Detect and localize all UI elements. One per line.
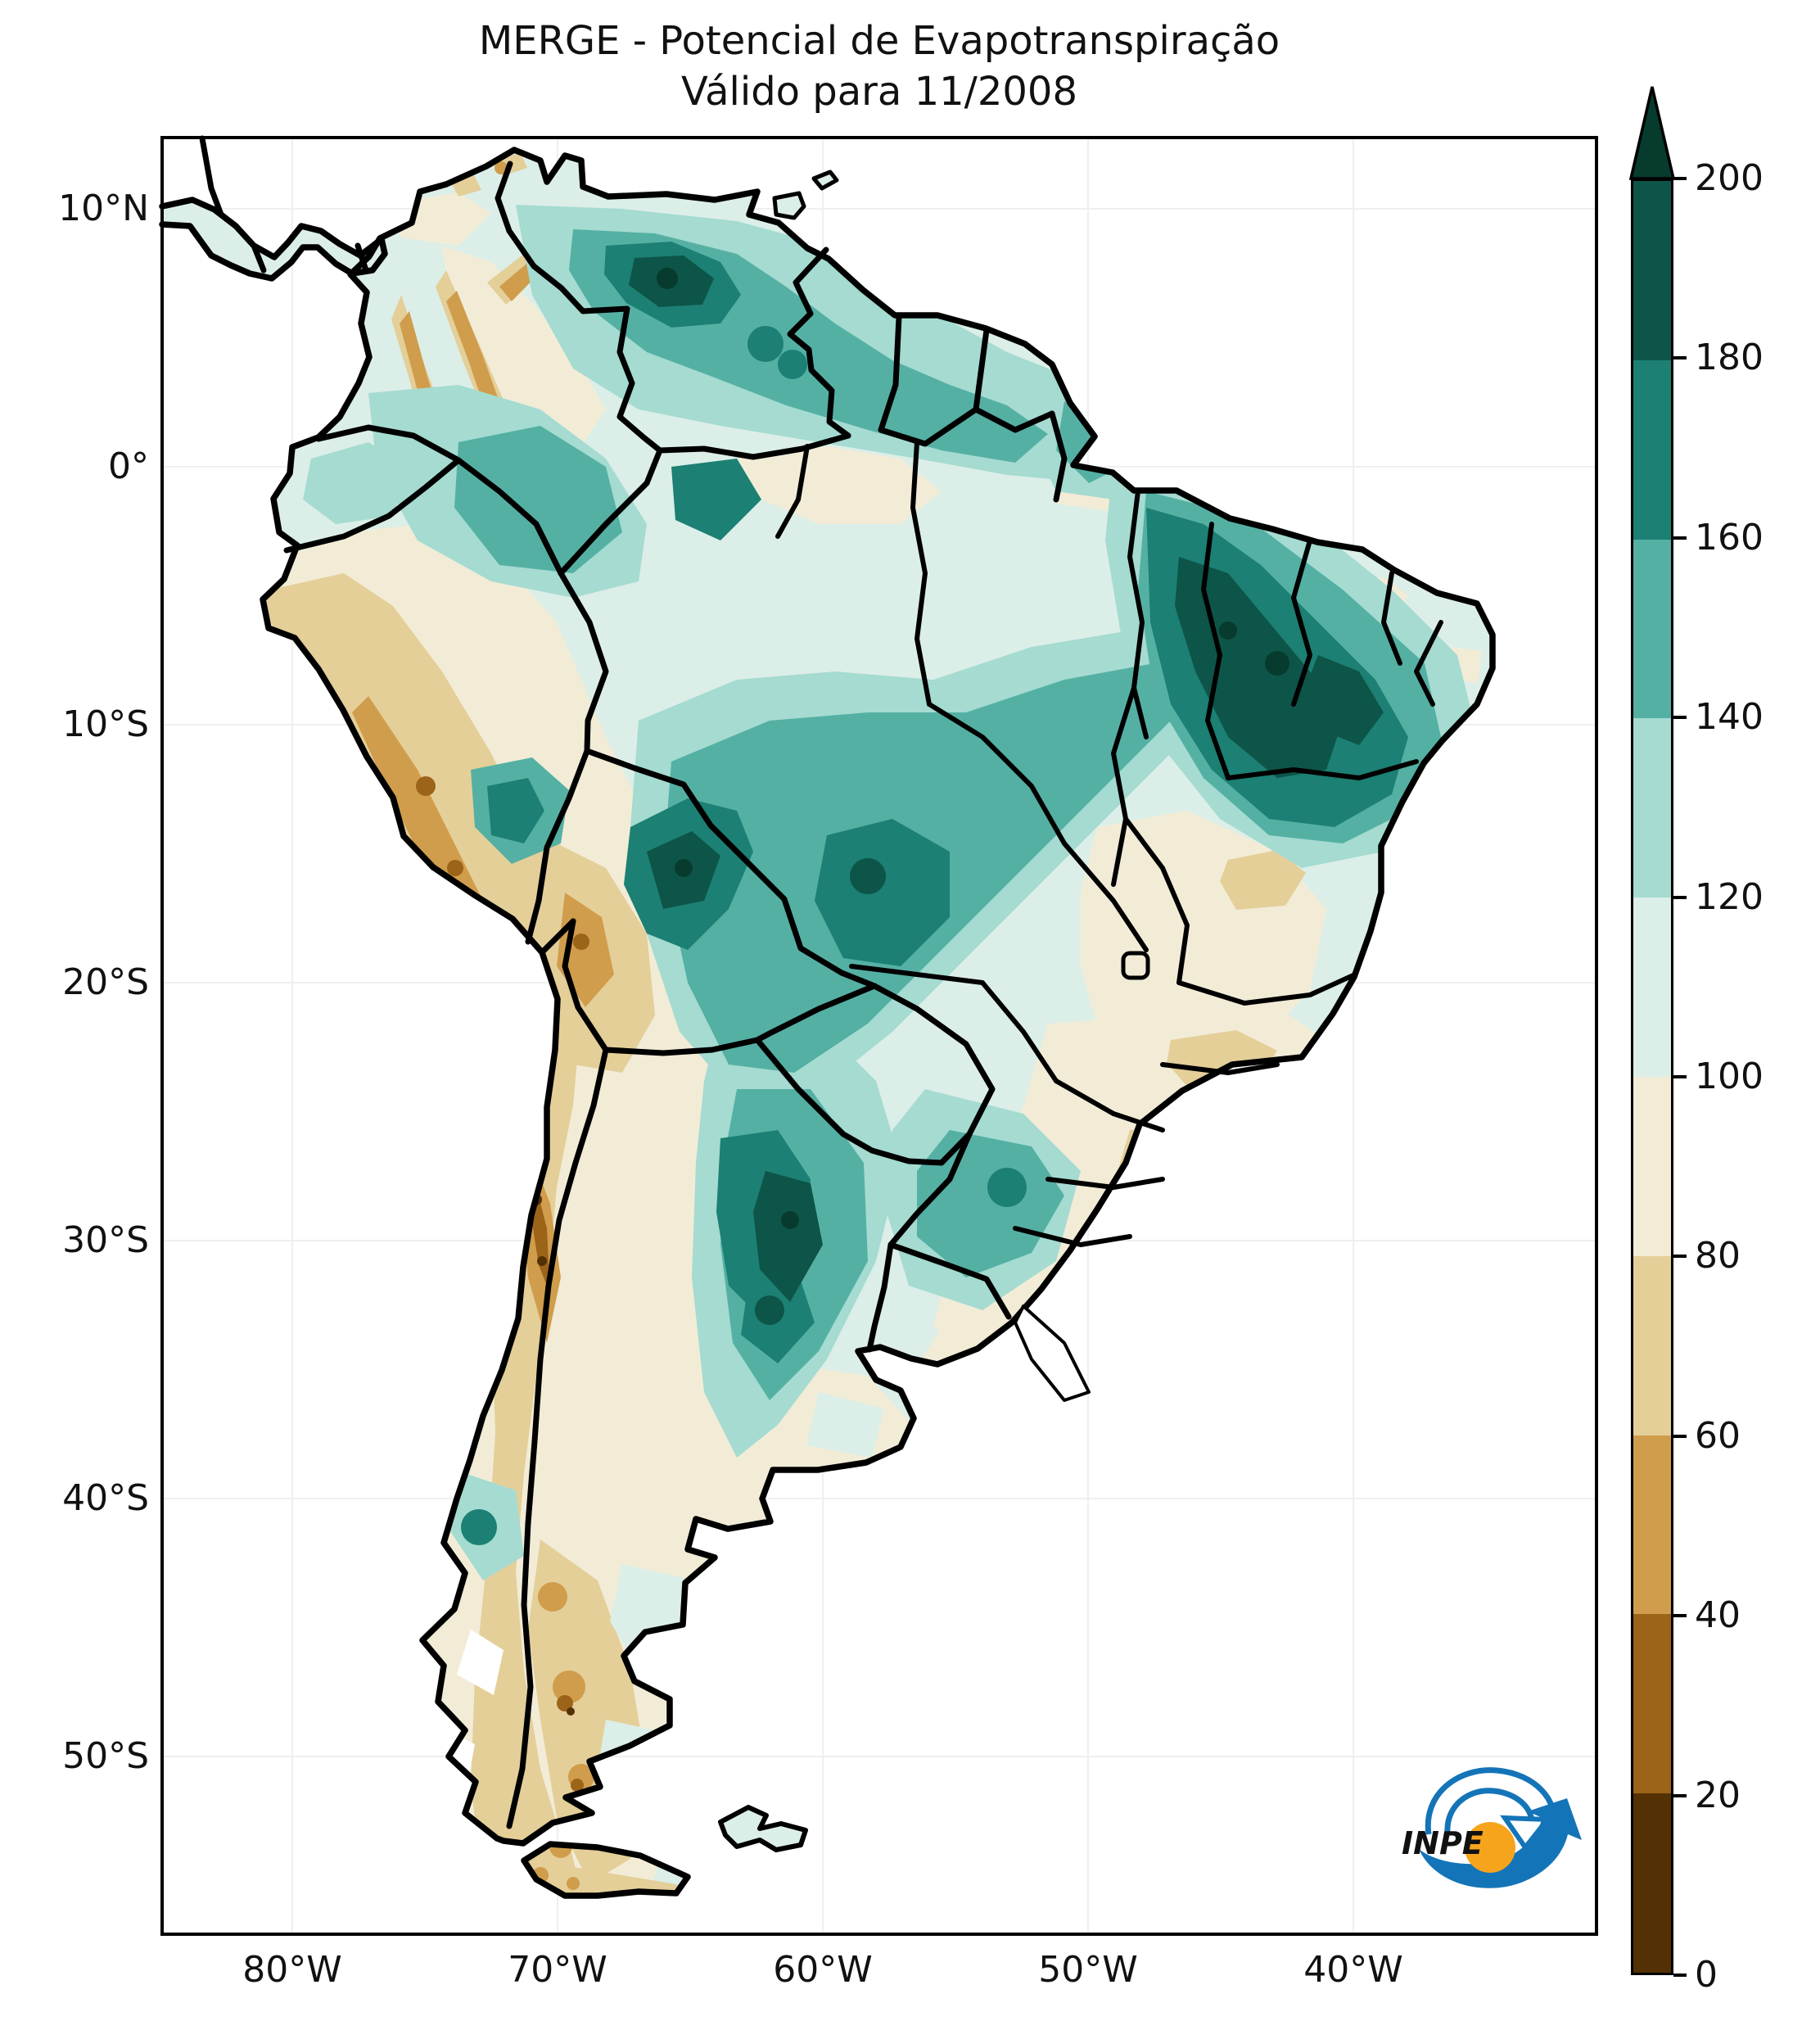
colorbar-tick-label: 140 bbox=[1695, 696, 1764, 739]
tobago-island bbox=[811, 170, 839, 191]
colorbar-tick bbox=[1673, 1075, 1687, 1078]
colorbar-tick-label: 40 bbox=[1695, 1594, 1741, 1637]
lat-tick-label: 30°S bbox=[62, 1219, 149, 1261]
colorbar-tick-label: 0 bbox=[1695, 1954, 1718, 1996]
coastal-lagoon bbox=[1014, 1304, 1091, 1402]
lat-tick-label: 40°S bbox=[62, 1477, 149, 1519]
lon-tick-label: 50°W bbox=[1038, 1949, 1138, 1991]
colorbar-tick-label: 120 bbox=[1695, 875, 1764, 918]
colorbar bbox=[1631, 179, 1673, 1975]
lat-tick-label: 0° bbox=[108, 445, 149, 487]
colorbar-tick bbox=[1673, 536, 1687, 540]
colorbar-tick bbox=[1673, 1973, 1687, 1977]
inpe-text: INPE bbox=[1402, 1825, 1484, 1861]
inpe-swirl-outer bbox=[1425, 1767, 1557, 1835]
colorbar-tick bbox=[1673, 177, 1687, 180]
inpe-swirl-inner bbox=[1444, 1788, 1535, 1833]
inpe-logo: INPE bbox=[1402, 1767, 1582, 1888]
country-borders bbox=[199, 135, 1068, 1829]
lat-tick-label: 50°S bbox=[62, 1735, 149, 1777]
colorbar-band-180-200 bbox=[1633, 181, 1671, 360]
colorbar-band-100-120 bbox=[1633, 897, 1671, 1077]
colorbar-band-80-100 bbox=[1633, 1076, 1671, 1256]
colorbar-tick bbox=[1673, 895, 1687, 899]
colorbar-tick bbox=[1673, 1614, 1687, 1618]
colorbar-tick bbox=[1673, 1434, 1687, 1438]
tierra-del-fuego bbox=[521, 1841, 691, 1899]
state-borders bbox=[775, 440, 1443, 1247]
colorbar-band-40-60 bbox=[1633, 1435, 1671, 1615]
lat-tick-label: 10°N bbox=[58, 188, 149, 229]
colorbar-tick-label: 160 bbox=[1695, 516, 1764, 558]
inpe-orange-dot bbox=[1465, 1822, 1515, 1873]
inpe-arrow bbox=[1419, 1798, 1582, 1888]
colorbar-tick bbox=[1673, 1255, 1687, 1259]
lat-tick-label: 20°S bbox=[62, 961, 149, 1003]
colorbar-tick bbox=[1673, 356, 1687, 360]
colorbar-band-140-160 bbox=[1633, 539, 1671, 719]
colorbar-tick bbox=[1673, 1793, 1687, 1797]
colorbar-tick-label: 200 bbox=[1695, 157, 1764, 199]
colorbar-band-20-40 bbox=[1633, 1614, 1671, 1794]
chart-title: MERGE - Potencial de Evapotranspiração bbox=[478, 18, 1280, 64]
lon-tick-label: 80°W bbox=[242, 1949, 342, 1991]
lat-tick-label: 10°S bbox=[62, 703, 149, 745]
colorbar-tick-label: 100 bbox=[1695, 1056, 1764, 1097]
falkland-islands bbox=[718, 1805, 808, 1852]
colorbar-tick-label: 80 bbox=[1695, 1235, 1741, 1277]
colorbar-tick-label: 60 bbox=[1695, 1414, 1741, 1457]
colorbar-band-160-180 bbox=[1633, 359, 1671, 540]
chart-subtitle: Válido para 11/2008 bbox=[681, 69, 1077, 115]
coastline bbox=[159, 147, 1496, 1899]
reservoir-lake bbox=[1121, 951, 1150, 980]
colorbar-band-0-20 bbox=[1633, 1793, 1671, 1973]
lon-tick-label: 70°W bbox=[508, 1949, 607, 1991]
lon-tick-label: 60°W bbox=[773, 1949, 873, 1991]
map-frame bbox=[160, 136, 1598, 1936]
colorbar-tick-label: 180 bbox=[1695, 337, 1764, 379]
colorbar-band-120-140 bbox=[1633, 718, 1671, 898]
colorbar-band-60-80 bbox=[1633, 1255, 1671, 1435]
colorbar-tick-label: 20 bbox=[1695, 1774, 1741, 1816]
colorbar-tick bbox=[1673, 716, 1687, 720]
trinidad-island bbox=[772, 191, 806, 220]
lon-tick-label: 40°W bbox=[1303, 1949, 1403, 1991]
